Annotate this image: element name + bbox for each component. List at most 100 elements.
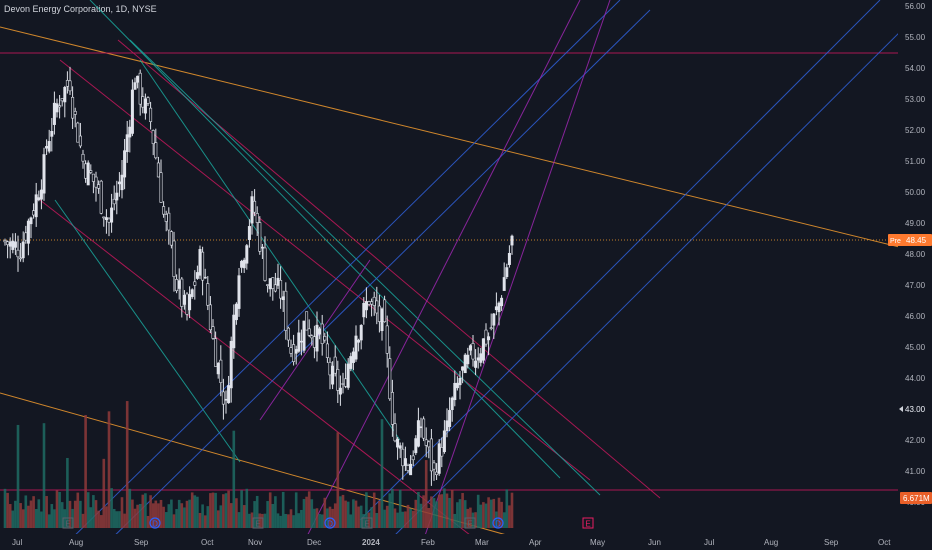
candle-body — [224, 398, 228, 401]
time-tick-label: Dec — [307, 538, 321, 547]
candle-body — [338, 387, 342, 395]
candle-body — [214, 338, 218, 367]
candle-body — [458, 378, 462, 386]
candle-body — [359, 325, 363, 341]
svg-text:E: E — [585, 520, 590, 529]
time-tick-label: Apr — [529, 538, 542, 547]
volume-bar — [11, 510, 15, 528]
volume-bar — [398, 489, 402, 528]
volume-bar — [141, 494, 145, 528]
volume-bar — [495, 511, 498, 528]
candle-body — [435, 471, 439, 476]
volume-bar — [287, 514, 290, 528]
candle-body — [19, 257, 23, 260]
volume-bar — [375, 513, 379, 528]
candle-body — [81, 153, 85, 162]
volume-bar — [60, 502, 64, 528]
candle-body — [354, 335, 358, 360]
volume-bar — [391, 488, 394, 528]
candle-body — [333, 356, 337, 374]
volume-bar — [128, 488, 132, 528]
price-tick-label: 48.00 — [905, 250, 926, 259]
candle-body — [325, 343, 329, 358]
current-price-label: 48.45 — [906, 236, 927, 245]
volume-bar — [110, 488, 113, 528]
volume-bar — [253, 501, 256, 528]
volume-bar — [123, 513, 126, 528]
volume-bar — [427, 507, 431, 528]
price-tick-label: 45.00 — [905, 343, 926, 352]
candle-body — [29, 217, 33, 225]
volume-bar — [248, 513, 251, 528]
candle-body — [221, 391, 225, 405]
candle-body — [305, 311, 309, 331]
volume-bar — [34, 508, 38, 528]
candle-body — [143, 98, 147, 114]
svg-text:D: D — [495, 520, 501, 529]
volume-bar — [341, 494, 345, 528]
candle-body — [281, 296, 285, 301]
candle-body — [211, 326, 215, 339]
volume-bar — [458, 499, 462, 528]
candle-body — [104, 217, 108, 220]
volume-bar — [45, 496, 48, 528]
price-tick-label: 51.00 — [905, 157, 926, 166]
candle-body — [120, 174, 124, 191]
candle-body — [461, 366, 465, 371]
volume-bar — [344, 500, 347, 528]
candle-body — [323, 336, 327, 341]
candle-body — [162, 206, 166, 215]
volume-bar — [409, 508, 412, 528]
candle-body — [266, 284, 270, 286]
volume-bar — [242, 505, 246, 528]
volume-bar — [396, 512, 399, 528]
candle-body — [453, 382, 457, 401]
volume-bar — [183, 507, 186, 528]
candle-body — [167, 212, 171, 231]
trendline — [419, 0, 611, 550]
time-tick-label: Feb — [421, 538, 435, 547]
volume-bar — [385, 505, 389, 528]
candle-body — [299, 340, 303, 343]
volume-bar — [263, 513, 267, 528]
volume-bar — [411, 510, 415, 528]
volume-bar — [27, 505, 30, 528]
svg-text:E: E — [255, 520, 260, 529]
candle-body — [21, 241, 25, 259]
candle-body — [375, 300, 379, 314]
volume-bar — [510, 492, 514, 528]
candle-body — [422, 418, 426, 439]
volume-bar — [40, 511, 43, 528]
trendline — [139, 59, 401, 441]
volume-bar — [245, 488, 249, 528]
volume-bar — [235, 498, 238, 528]
volume-bar — [21, 509, 25, 528]
volume-bar — [367, 512, 371, 528]
volume-bar — [240, 490, 243, 528]
volume-bar — [58, 492, 61, 528]
candle-body — [219, 359, 223, 383]
volume-bar — [339, 496, 342, 528]
volume-bar — [211, 492, 215, 528]
volume-bar — [315, 508, 319, 528]
volume-bar — [266, 501, 269, 528]
volume-bar — [378, 500, 381, 528]
volume-bar — [105, 506, 108, 528]
volume-bar — [115, 511, 119, 528]
candle-body — [273, 284, 277, 292]
candle-body — [172, 240, 176, 277]
volume-bar — [193, 495, 197, 528]
candle-body — [133, 82, 137, 90]
candle-body — [398, 445, 402, 449]
candle-body — [185, 293, 189, 315]
price-tick-label: 56.00 — [905, 2, 926, 11]
volume-bar — [372, 492, 376, 528]
candle-body — [154, 142, 158, 159]
volume-bar — [214, 492, 217, 528]
volume-bar — [255, 495, 259, 528]
candle-body — [437, 443, 441, 474]
candle-body — [8, 241, 12, 247]
volume-bar — [294, 492, 298, 528]
